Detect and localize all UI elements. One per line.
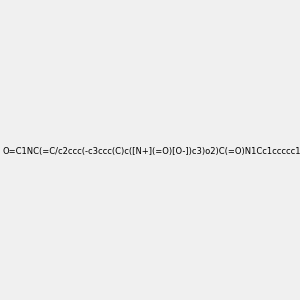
Text: O=C1NC(=C/c2ccc(-c3ccc(C)c([N+](=O)[O-])c3)o2)C(=O)N1Cc1ccccc1F: O=C1NC(=C/c2ccc(-c3ccc(C)c([N+](=O)[O-])… (2, 147, 300, 156)
